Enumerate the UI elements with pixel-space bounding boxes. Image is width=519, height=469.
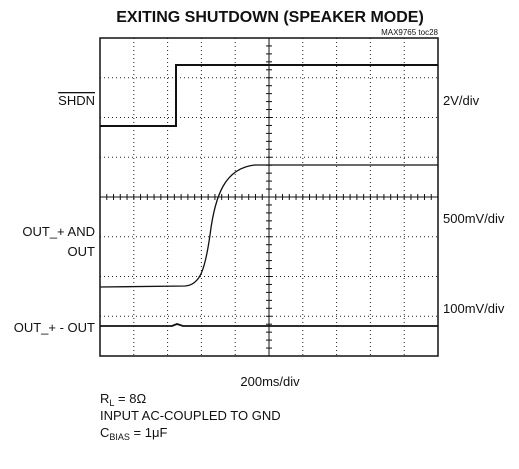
note: CBIAS = 1μF: [100, 425, 167, 442]
time-scale: 200ms/div: [240, 374, 300, 389]
scope-grid: [99, 37, 439, 357]
scope-frame: [99, 37, 439, 357]
diff-label: OUT_+ - OUT: [14, 320, 95, 335]
note-symbol: R: [100, 391, 109, 406]
out-label: OUT_+ AND: [22, 224, 95, 239]
note-symbol: C: [100, 425, 109, 440]
note-rest: = 1μF: [130, 425, 168, 440]
scale-label: 100mV/div: [443, 301, 505, 316]
figure-code: MAX9765 toc28: [381, 28, 438, 37]
note: INPUT AC-COUPLED TO GND: [100, 408, 281, 423]
out-trace: [99, 164, 438, 288]
out-label: OUT: [68, 244, 96, 259]
note-rest: = 8Ω: [114, 391, 146, 406]
shdn-label: SHDN: [58, 93, 95, 108]
diff-trace: [100, 323, 438, 327]
figure-title: EXITING SHUTDOWN (SPEAKER MODE): [116, 9, 424, 26]
scale-label: 2V/div: [443, 93, 480, 108]
scale-label: 500mV/div: [443, 211, 505, 226]
note: RL = 8Ω: [100, 391, 146, 408]
note-sub: L: [109, 398, 114, 408]
note-sub: BIAS: [109, 432, 130, 442]
shdn-trace: [100, 64, 438, 127]
